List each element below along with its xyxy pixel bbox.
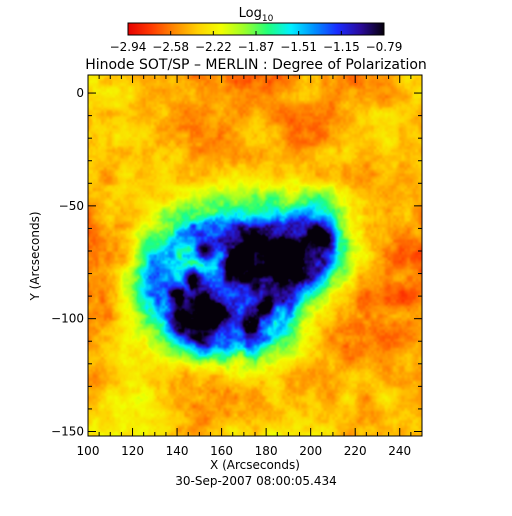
colorbar-tick-label: −2.22	[195, 40, 232, 54]
x-axis-label: X (Arcseconds)	[210, 458, 300, 472]
x-tick-label: 100	[77, 444, 100, 458]
colorbar-label: Log10	[239, 6, 274, 24]
timestamp: 30-Sep-2007 08:00:05.434	[175, 474, 337, 488]
colorbar-tick-label: −2.94	[110, 40, 147, 54]
colorbar-tick-label: −1.87	[238, 40, 275, 54]
colorbar-tick-label: −0.79	[366, 40, 403, 54]
y-tick-label: −100	[51, 312, 84, 326]
x-tick-label: 220	[344, 444, 367, 458]
y-tick-label: 0	[76, 86, 84, 100]
x-tick-label: 120	[121, 444, 144, 458]
x-tick-label: 200	[299, 444, 322, 458]
heatmap-image	[88, 75, 422, 436]
colorbar-label-subscript: 10	[262, 14, 274, 24]
y-axis-label: Y (Arcseconds)	[28, 211, 42, 301]
x-tick-label: 240	[388, 444, 411, 458]
heatmap	[88, 75, 422, 436]
y-axis: 0 −50 −100 −150	[51, 86, 422, 438]
x-axis: 100 120 140 160 180 200 220 240	[77, 75, 412, 458]
x-tick-label: 180	[255, 444, 278, 458]
colorbar-ticks: −2.94 −2.58 −2.22 −1.87 −1.51 −1.15 −0.79	[110, 31, 403, 54]
chart-title: Hinode SOT/SP – MERLIN : Degree of Polar…	[85, 57, 427, 73]
x-tick-label: 140	[166, 444, 189, 458]
colorbar-label-base: Log	[239, 6, 262, 21]
y-tick-label: −50	[59, 199, 84, 213]
x-tick-label: 160	[210, 444, 233, 458]
colorbar-tick-label: −2.58	[152, 40, 189, 54]
y-tick-label: −150	[51, 424, 84, 438]
colorbar-tick-label: −1.51	[280, 40, 317, 54]
colorbar-tick-label: −1.15	[323, 40, 360, 54]
